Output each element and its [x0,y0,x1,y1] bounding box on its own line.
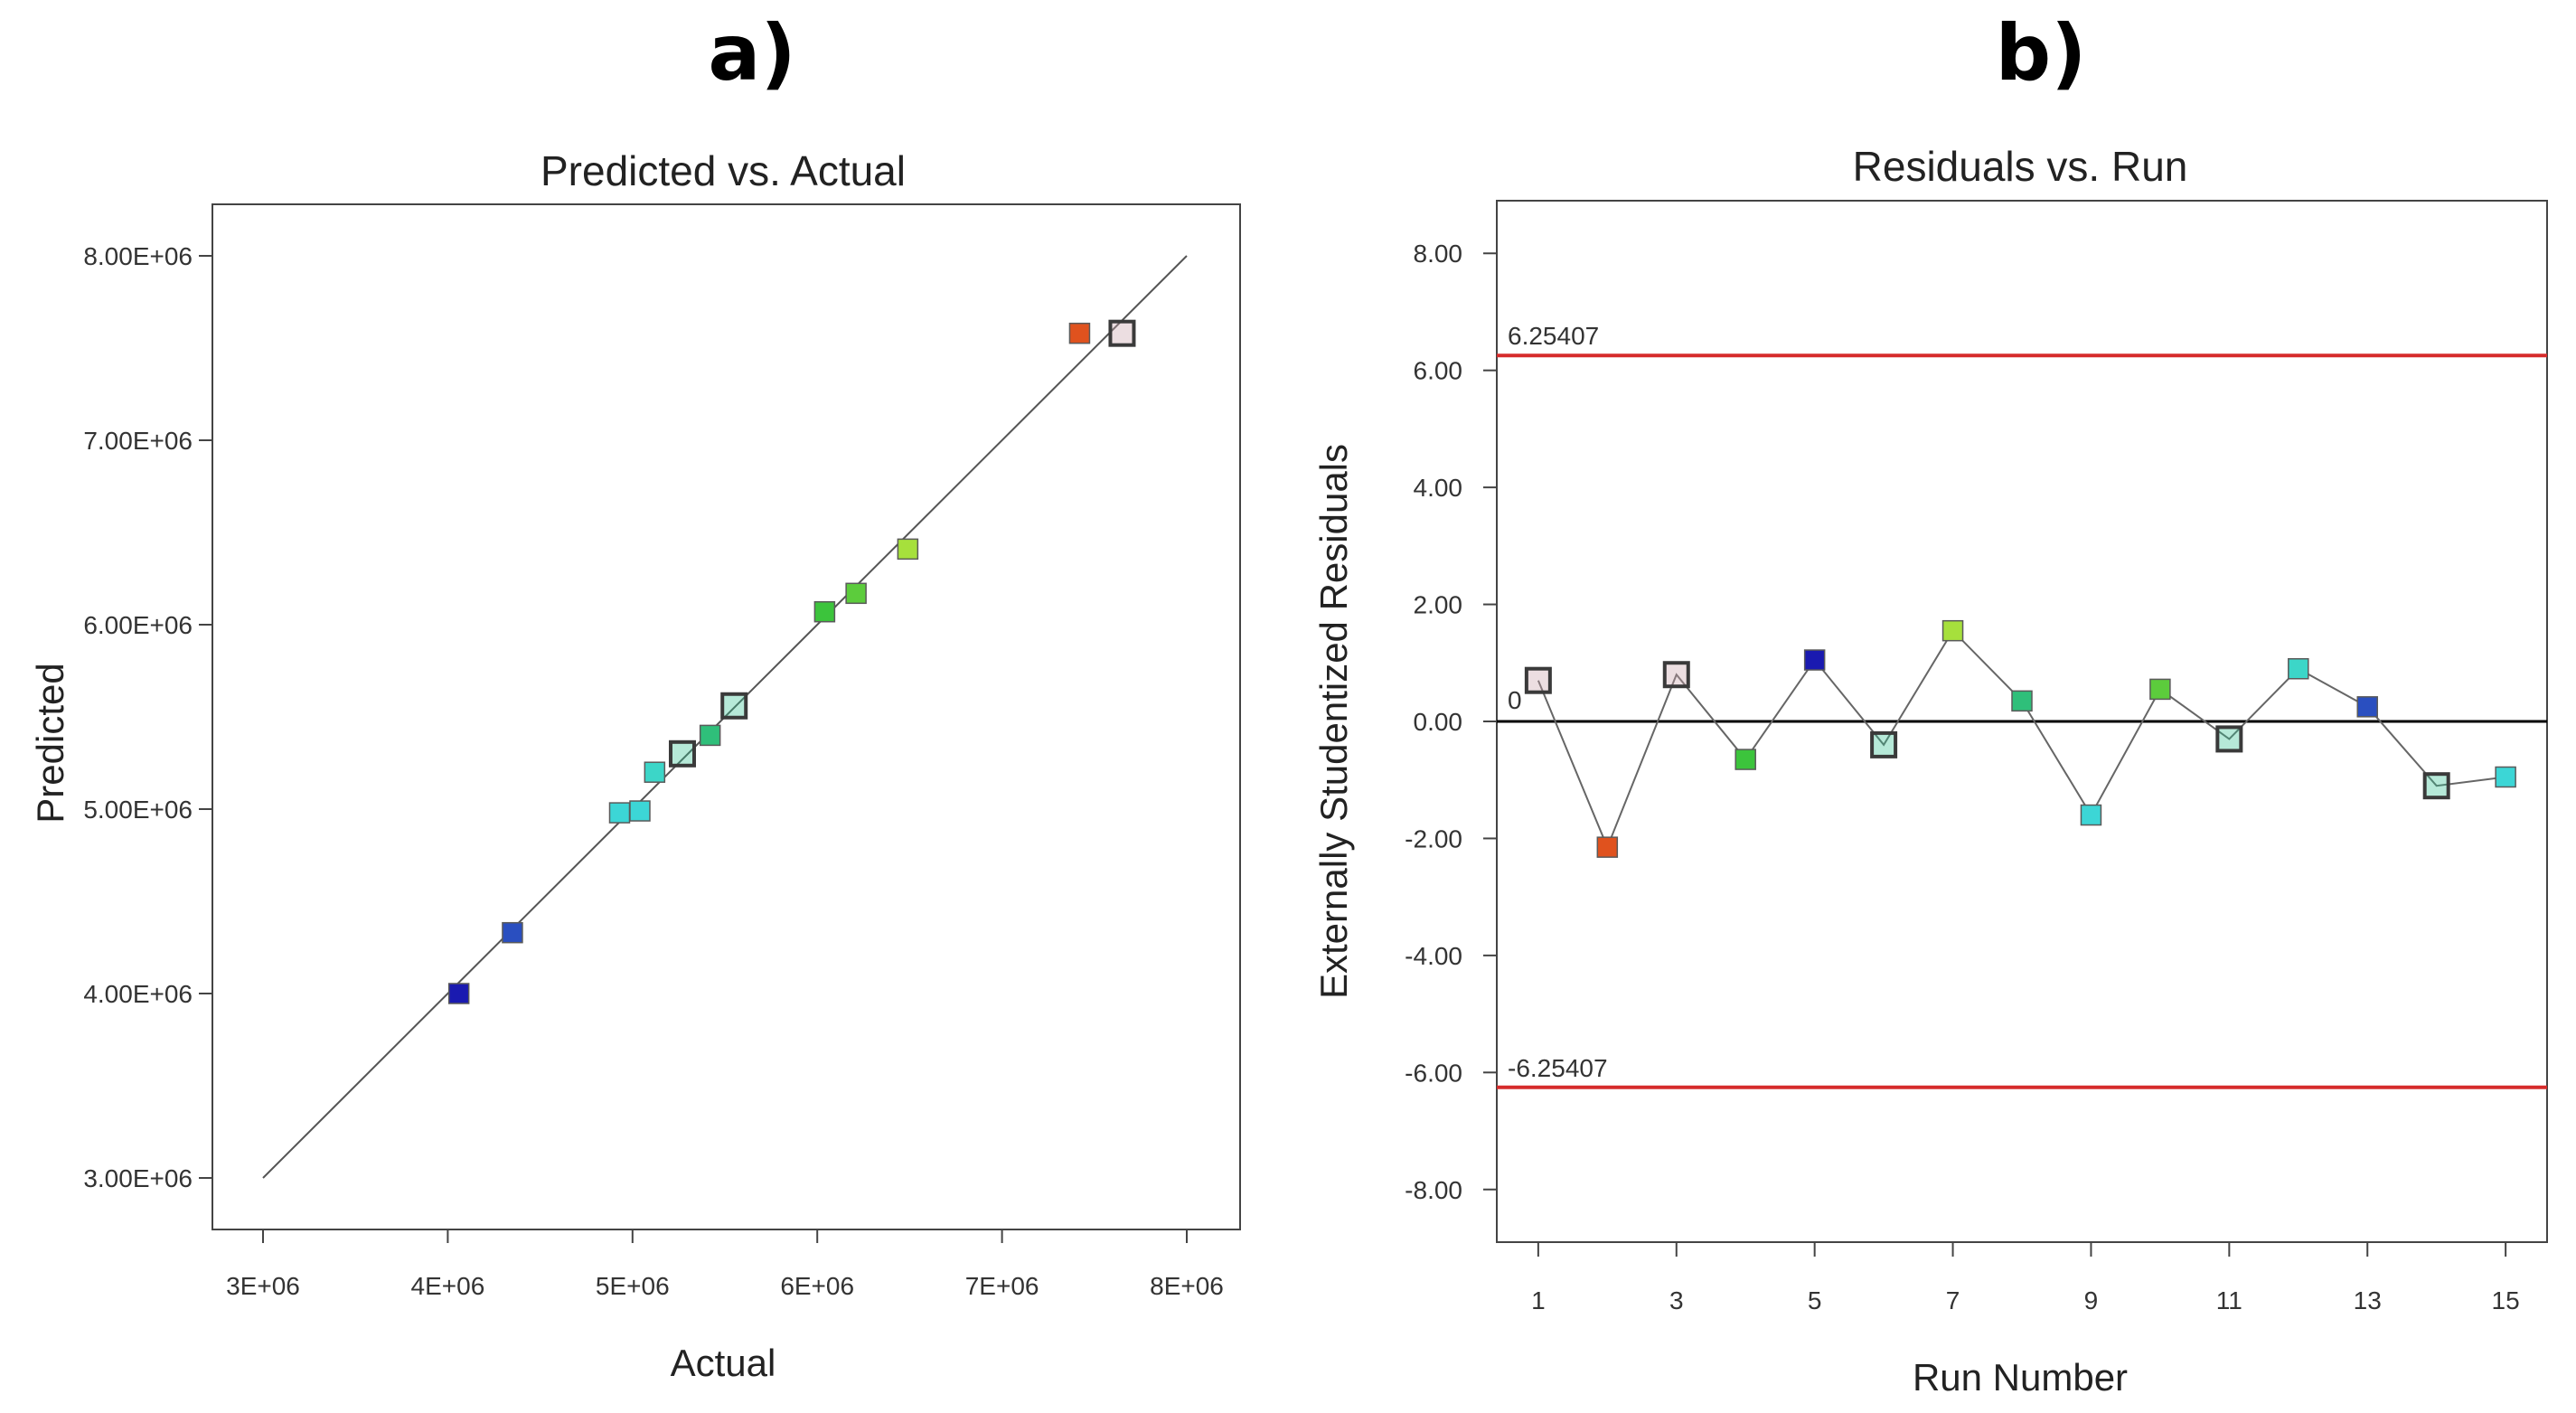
panel-a-data-point [897,538,919,560]
panel-b-data-point [1735,749,1756,770]
panel-a-y-tick-label: 4.00E+06 [83,980,193,1008]
panel-b: b) Residuals vs. Run Run Number External… [1312,8,2548,1399]
panel-b-data-point [2422,772,2450,800]
panel-b-y-tick-label: -4.00 [1405,942,1462,970]
panel-a-data-point [644,761,666,783]
panel-a-data-point [813,600,836,623]
panel-a-data-point [502,921,523,944]
panel-b-label: b) [1996,8,2087,99]
panel-b-x-axis-label: Run Number [1913,1356,2128,1399]
panel-b-data-point [2080,804,2102,826]
panel-b-title: Residuals vs. Run [1853,143,2188,190]
panel-b-limit-label: -6.25407 [1508,1054,1608,1082]
panel-a-plot-frame [212,203,1241,1230]
panel-b-data-point [1662,661,1690,689]
panel-b-data-point [1596,836,1619,858]
panel-a-title: Predicted vs. Actual [541,147,906,194]
panel-a-y-tick-label: 8.00E+06 [83,242,193,270]
panel-a-data-point [720,692,748,720]
panel-a-x-tick-label: 7E+06 [965,1272,1039,1300]
panel-a-label: a) [708,8,795,99]
panel-a-data-point [668,739,696,768]
panel-b-x-tick-label: 5 [1808,1286,1822,1314]
panel-a-y-tick-label: 5.00E+06 [83,796,193,824]
panel-b-data-point [1870,730,1898,758]
panel-a-data-point [1108,319,1136,347]
panel-b-data-point [2149,678,2171,701]
panel-b-zero-label: 0 [1508,686,1522,714]
panel-b-data-point [2011,690,2033,712]
panel-b-x-tick-label: 13 [2354,1286,2382,1314]
panel-b-y-tick-label: -2.00 [1405,824,1462,853]
panel-a-y-axis-label: Predicted [29,663,71,823]
panel-b-y-tick-label: 8.00 [1414,240,1463,268]
panel-a-data-point [1068,322,1091,344]
panel-a-x-tick-label: 5E+06 [596,1272,670,1300]
panel-b-data-point [2288,658,2309,680]
panel-a-data-point [608,802,631,824]
panel-b-data-point [1803,649,1826,671]
panel-b-x-tick-label: 11 [2216,1286,2242,1314]
panel-a-data-point [629,800,651,822]
panel-b-y-tick-label: 4.00 [1414,474,1463,502]
panel-b-data-point [1941,619,1964,642]
panel-b-limit-label: 6.25407 [1508,322,1599,350]
panel-a-x-tick-label: 4E+06 [411,1272,485,1300]
panel-b-x-tick-label: 1 [1531,1286,1546,1314]
panel-a-x-axis-label: Actual [671,1342,776,1384]
panel-b-x-tick-label: 3 [1669,1286,1684,1314]
panel-b-y-tick-label: -8.00 [1405,1176,1462,1204]
panel-b-y-axis-label: Externally Studentized Residuals [1312,444,1355,999]
panel-a-x-tick-label: 6E+06 [780,1272,854,1300]
panel-a-x-tick-label: 3E+06 [226,1272,300,1300]
panel-a-x-tick-label: 8E+06 [1150,1272,1224,1300]
panel-b-data-point [2495,766,2516,788]
panel-b-y-tick-label: 0.00 [1414,708,1463,736]
panel-a: a) Predicted vs. Actual Actual Predicted… [29,8,1241,1384]
panel-b-x-tick-label: 7 [1946,1286,1960,1314]
panel-a-y-tick-label: 6.00E+06 [83,611,193,639]
panel-b-data-point [2356,696,2378,718]
panel-a-y-tick-label: 3.00E+06 [83,1164,193,1192]
panel-a-y-tick-label: 7.00E+06 [83,427,193,455]
panel-a-data-point [699,724,721,747]
panel-b-data-point [1524,666,1552,694]
panel-b-y-tick-label: -6.00 [1405,1059,1462,1087]
panel-a-data-point [845,582,867,605]
panel-b-y-tick-label: 2.00 [1414,591,1463,619]
panel-b-y-tick-label: 6.00 [1414,357,1463,385]
panel-a-data-point [447,983,470,1004]
panel-b-data-point [2215,725,2243,753]
panel-b-x-tick-label: 15 [2492,1286,2520,1314]
panel-b-x-tick-label: 9 [2084,1286,2099,1314]
